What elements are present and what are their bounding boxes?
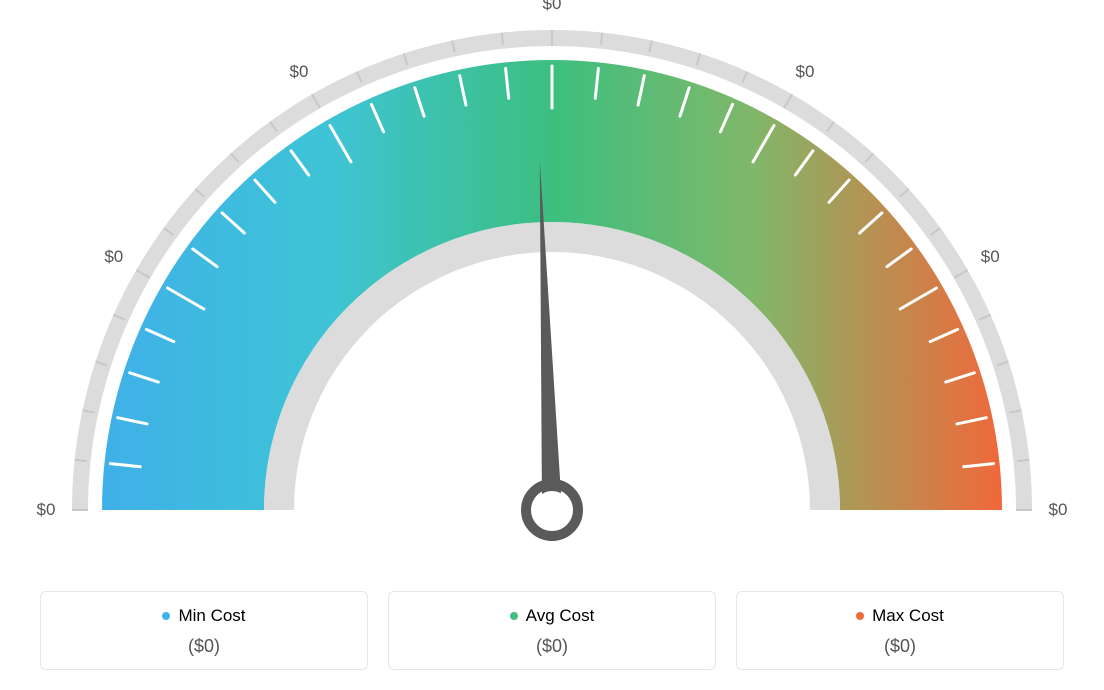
gauge-svg [0, 0, 1104, 560]
legend-card-avg: Avg Cost ($0) [388, 591, 716, 670]
gauge-tick-label: $0 [290, 62, 309, 82]
legend-card-min: Min Cost ($0) [40, 591, 368, 670]
gauge-area: $0 $0 $0 $0 $0 $0 $0 [0, 0, 1104, 560]
legend-row: Min Cost ($0) Avg Cost ($0) Max Cost ($0… [40, 591, 1064, 670]
legend-avg-label: Avg Cost [526, 606, 595, 626]
legend-max-value: ($0) [747, 636, 1053, 657]
dot-min [162, 612, 170, 620]
gauge-tick-label: $0 [37, 500, 56, 520]
legend-min-label: Min Cost [178, 606, 245, 626]
legend-avg-value: ($0) [399, 636, 705, 657]
gauge-tick-label: $0 [1049, 500, 1068, 520]
gauge-chart-container: $0 $0 $0 $0 $0 $0 $0 Min Cost ($0) Avg Cost ($… [0, 0, 1104, 690]
legend-card-max: Max Cost ($0) [736, 591, 1064, 670]
dot-max [856, 612, 864, 620]
gauge-tick-label: $0 [543, 0, 562, 14]
gauge-tick-label: $0 [981, 247, 1000, 267]
dot-avg [510, 612, 518, 620]
legend-min-value: ($0) [51, 636, 357, 657]
legend-max-label: Max Cost [872, 606, 944, 626]
gauge-tick-label: $0 [796, 62, 815, 82]
gauge-tick-label: $0 [104, 247, 123, 267]
